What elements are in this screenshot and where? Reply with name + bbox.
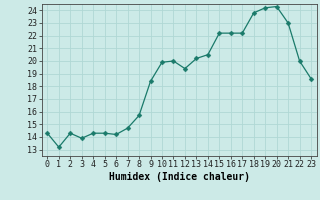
X-axis label: Humidex (Indice chaleur): Humidex (Indice chaleur) xyxy=(109,172,250,182)
